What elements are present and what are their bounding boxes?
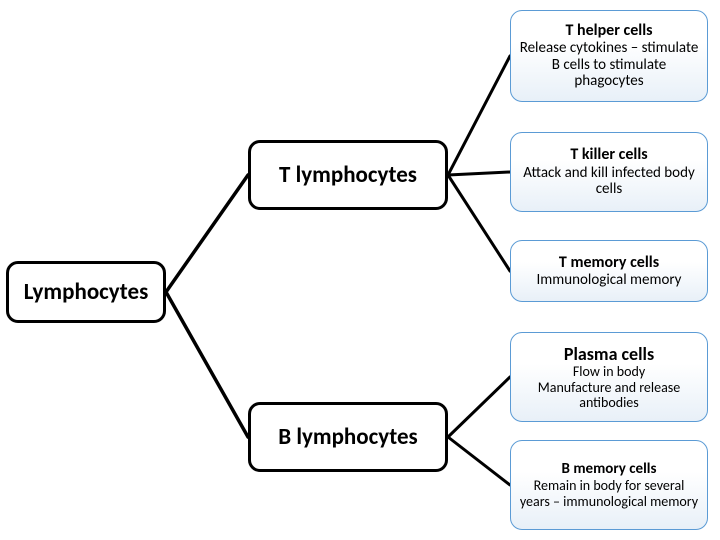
node-title: B lymphocytes	[278, 424, 417, 450]
node-t-memory-cells: T memory cells Immunological memory	[510, 240, 708, 302]
edge-b_lymph-to-b_memory	[448, 437, 510, 485]
edge-root-to-t_lymph	[166, 175, 248, 292]
node-desc: Immunological memory	[537, 272, 682, 289]
node-title: Lymphocytes	[24, 279, 149, 305]
node-b-memory-cells: B memory cells Remain in body for severa…	[510, 440, 708, 530]
node-title: T killer cells	[570, 146, 647, 164]
node-b-lymphocytes: B lymphocytes	[248, 402, 448, 472]
node-desc: Remain in body for several years – immun…	[519, 478, 699, 509]
edge-t_lymph-to-t_helper	[448, 56, 510, 175]
node-t-killer-cells: T killer cells Attack and kill infected …	[510, 132, 708, 212]
node-t-helper-cells: T helper cells Release cytokines – stimu…	[510, 10, 708, 102]
node-title: T lymphocytes	[279, 162, 417, 188]
node-title: B memory cells	[562, 461, 657, 478]
edge-t_lymph-to-t_memory	[448, 175, 510, 271]
node-title: T helper cells	[565, 22, 652, 40]
node-title: Plasma cells	[564, 344, 654, 365]
edge-root-to-b_lymph	[166, 292, 248, 437]
node-desc: Attack and kill infected body cells	[519, 165, 699, 198]
node-t-lymphocytes: T lymphocytes	[248, 140, 448, 210]
node-title: T memory cells	[559, 254, 659, 272]
edge-t_lymph-to-t_killer	[448, 172, 510, 175]
node-desc: Release cytokines – stimulate B cells to…	[519, 40, 699, 90]
node-plasma-cells: Plasma cells Flow in body Manufacture an…	[510, 332, 708, 422]
node-lymphocytes: Lymphocytes	[6, 261, 166, 323]
node-desc: Flow in body Manufacture and release ant…	[519, 364, 699, 410]
edge-b_lymph-to-plasma	[448, 377, 510, 437]
